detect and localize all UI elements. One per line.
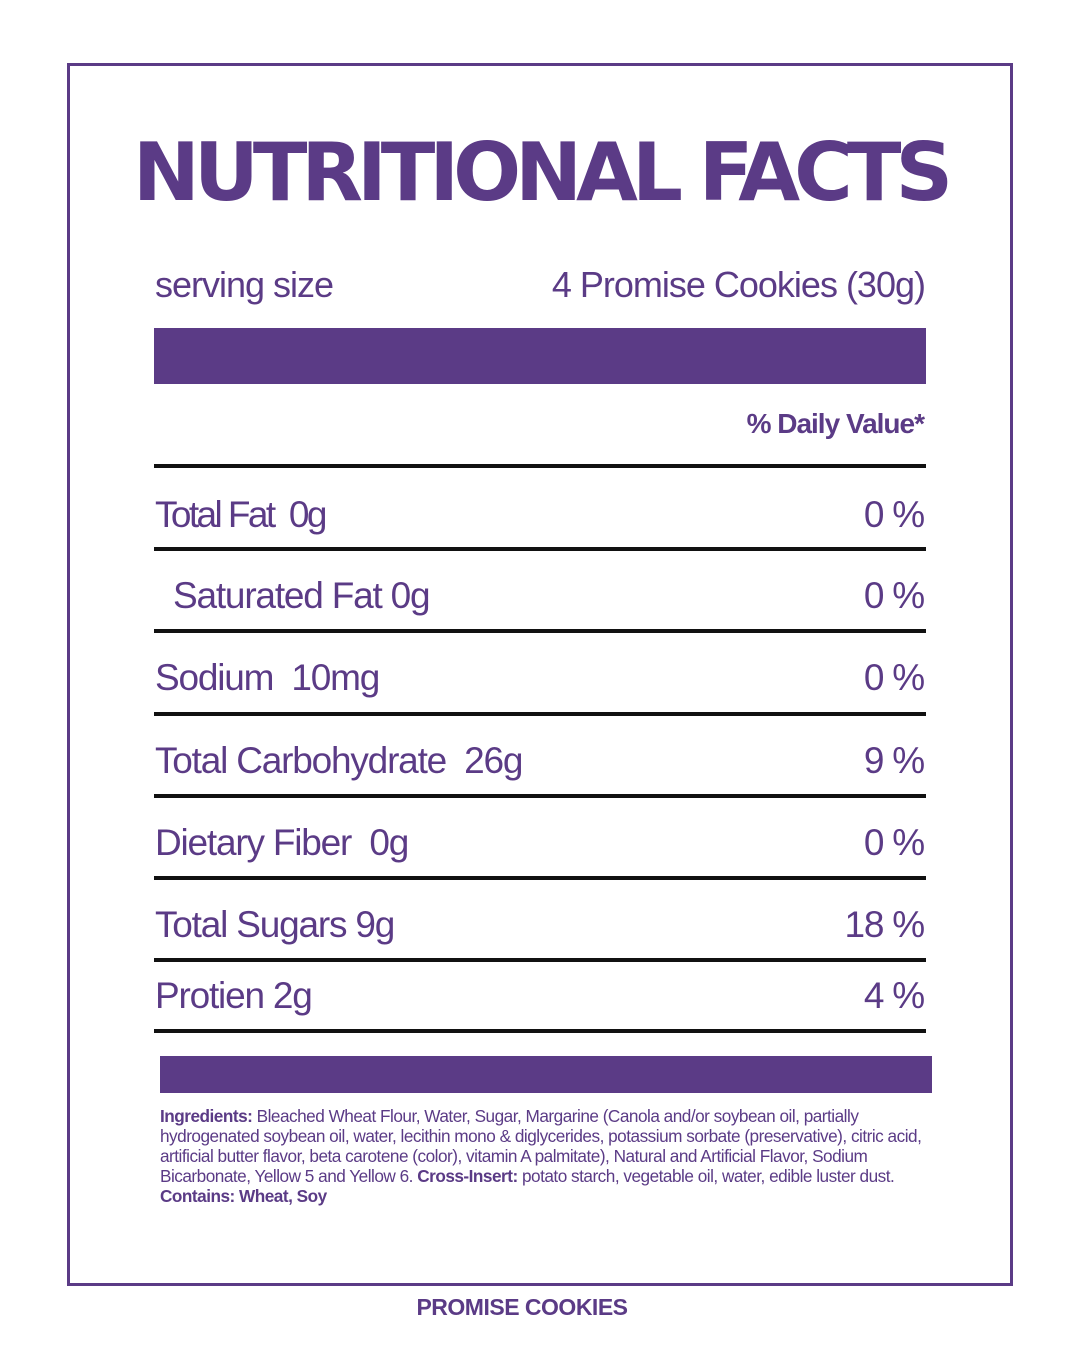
ingredients-list: Bleached Wheat Flour, Water, Sugar, Marg… <box>160 1106 922 1186</box>
nutrient-row-total-fat: Total Fat 0g 0 % <box>155 490 925 540</box>
nutrient-name: Saturated Fat 0g <box>173 575 431 616</box>
nutrient-percent: 18 % <box>844 904 925 945</box>
cross-insert-label: Cross-Insert: <box>417 1166 518 1186</box>
divider-rule <box>154 1029 926 1033</box>
nutrient-row-total-sugars: Total Sugars 9g 18 % <box>155 900 925 950</box>
nutrient-row-sodium: Sodium 10mg 0 % <box>155 653 925 703</box>
label-frame <box>67 63 1013 1286</box>
nutrient-name: Total Fat 0g <box>155 494 327 535</box>
nutrient-percent: 0 % <box>863 657 925 698</box>
nutrient-percent: 0 % <box>863 575 925 616</box>
nutrient-name: Dietary Fiber 0g <box>155 822 409 863</box>
serving-size-value: 4 Promise Cookies (30g) <box>551 264 926 305</box>
bottom-accent-bar <box>160 1056 932 1093</box>
nutrient-name: Protien 2g <box>155 975 313 1016</box>
nutrient-row-saturated-fat: Saturated Fat 0g 0 % <box>155 571 925 621</box>
top-accent-bar <box>154 328 926 384</box>
nutrient-row-protein: Protien 2g 4 % <box>155 971 925 1021</box>
contains-text: Contains: Wheat, Soy <box>160 1186 327 1206</box>
brand-name: PROMISE COOKIES <box>416 1294 628 1320</box>
divider-rule <box>154 876 926 880</box>
nutrient-name: Sodium 10mg <box>155 657 380 698</box>
divider-rule <box>154 712 926 716</box>
ingredients-label: Ingredients: <box>160 1106 253 1126</box>
ingredients-text: Ingredients: Bleached Wheat Flour, Water… <box>160 1106 930 1186</box>
nutrient-percent: 9 % <box>863 740 925 781</box>
nutrient-name: Total Carbohydrate 26g <box>155 740 524 781</box>
serving-size-label: serving size <box>155 264 334 305</box>
nutrient-row-dietary-fiber: Dietary Fiber 0g 0 % <box>155 818 925 868</box>
serving-size-row: serving size 4 Promise Cookies (30g) <box>155 262 926 308</box>
daily-value-header: % Daily Value* <box>746 408 925 439</box>
divider-rule <box>154 547 926 551</box>
allergen-statement: Contains: Wheat, Soy <box>160 1186 930 1206</box>
divider-rule <box>154 464 926 468</box>
nutrient-row-total-carbohydrate: Total Carbohydrate 26g 9 % <box>155 736 925 786</box>
divider-rule <box>154 958 926 962</box>
nutrient-percent: 0 % <box>863 494 925 535</box>
divider-rule <box>154 629 926 633</box>
nutrient-name: Total Sugars 9g <box>155 904 395 945</box>
ingredients-block: Ingredients: Bleached Wheat Flour, Water… <box>160 1106 930 1206</box>
divider-rule <box>154 794 926 798</box>
nutrient-percent: 0 % <box>863 822 925 863</box>
cross-insert-list: potato starch, vegetable oil, water, edi… <box>517 1166 895 1186</box>
page-title: NUTRITIONAL FACTS <box>132 126 953 219</box>
nutrient-percent: 4 % <box>863 975 925 1016</box>
